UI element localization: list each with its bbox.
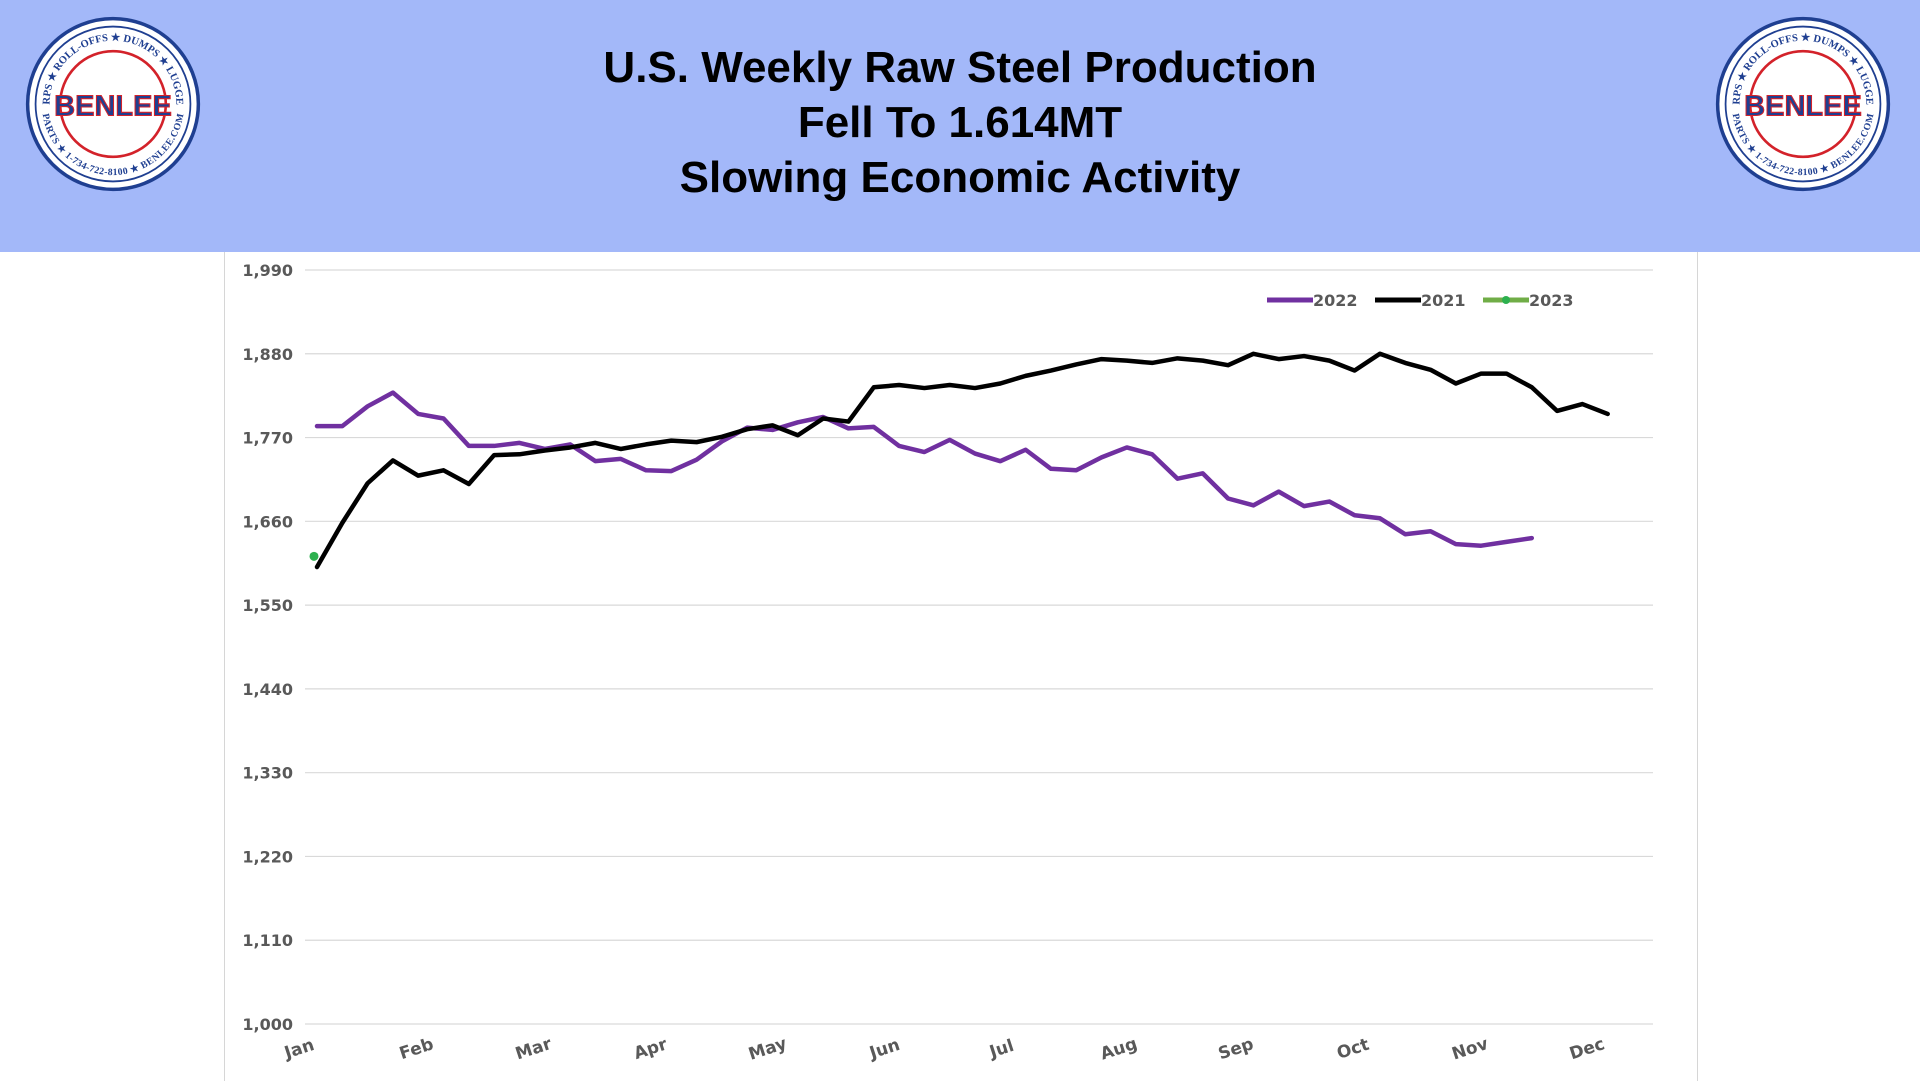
series-point-2023 [309,551,319,561]
y-tick-label: 1,000 [242,1015,293,1034]
benlee-logo-left: TARPS ★ ROLL-OFFS ★ DUMPS ★ LUGGERS PART… [25,16,201,192]
title-line-2: Fell To 1.614MT [797,98,1123,147]
series-line-2021 [314,351,1610,570]
chart-panel: 1,990 1,880 1,770 1,660 1,550 1,440 1,330 1,220… [224,252,1698,1081]
series-line-2022 [314,390,1535,548]
y-tick-label: 1,330 [242,764,293,783]
x-tick-label: Oct [1334,1035,1371,1064]
y-tick-label: 1,880 [242,345,293,364]
y-tick-label: 1,660 [242,512,293,531]
x-tick-label: Feb [397,1034,436,1064]
y-tick-label: 1,220 [242,847,293,866]
legend-label-2022: 2022 [1313,291,1358,310]
x-tick-label: Dec [1567,1034,1607,1064]
legend-marker-2023 [1502,296,1510,304]
x-tick-label: Jul [986,1036,1016,1063]
x-tick-label: May [746,1034,789,1065]
x-tick-label: Apr [632,1034,671,1064]
x-tick-label: Sep [1216,1034,1256,1064]
legend-label-2021: 2021 [1421,291,1466,310]
y-tick-label: 1,550 [242,596,293,615]
title-line-1: U.S. Weekly Raw Steel Production [603,43,1317,92]
legend-label-2023: 2023 [1529,291,1574,310]
benlee-logo-right: TARPS ★ ROLL-OFFS ★ DUMPS ★ LUGGERS PART… [1715,16,1891,192]
x-tick-label: Jun [866,1035,902,1064]
logo-brand: BENLEE [1744,90,1862,122]
logo-brand: BENLEE [54,90,172,122]
x-tick-label: Mar [513,1034,555,1065]
y-tick-label: 1,110 [242,931,293,950]
x-tick-label: Nov [1449,1034,1490,1064]
title-line-3: Slowing Economic Activity [679,153,1241,202]
page-title: U.S. Weekly Raw Steel Production Fell To… [360,40,1560,205]
header-banner: U.S. Weekly Raw Steel Production Fell To… [0,0,1920,252]
x-tick-label: Aug [1098,1034,1140,1065]
y-tick-label: 1,770 [242,429,293,448]
x-tick-label: Jan [281,1035,317,1064]
y-tick-label: 1,440 [242,680,293,699]
steel-production-chart: 1,990 1,880 1,770 1,660 1,550 1,440 1,330 1,220… [242,261,1653,1065]
y-tick-label: 1,990 [242,261,293,280]
